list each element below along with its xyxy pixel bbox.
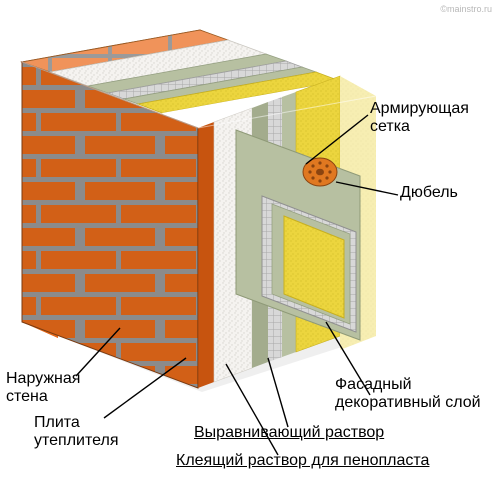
diagram-stage: Армирующаясетка Дюбель Фасадныйдекоратив…	[0, 0, 500, 500]
label-leveling: Выравнивающий раствор	[194, 424, 384, 442]
label-wall: Наружнаястена	[6, 370, 80, 407]
label-insulation: Плитаутеплителя	[34, 414, 119, 451]
label-facade: Фасадныйдекоративный слой	[335, 376, 481, 413]
label-dowel: Дюбель	[400, 184, 458, 202]
label-adhesive: Клеящий раствор для пенопласта	[176, 452, 429, 470]
layer-brick-edge	[198, 122, 214, 388]
label-mesh: Армирующаясетка	[370, 100, 469, 137]
watermark: ©mainstro.ru	[440, 4, 492, 14]
